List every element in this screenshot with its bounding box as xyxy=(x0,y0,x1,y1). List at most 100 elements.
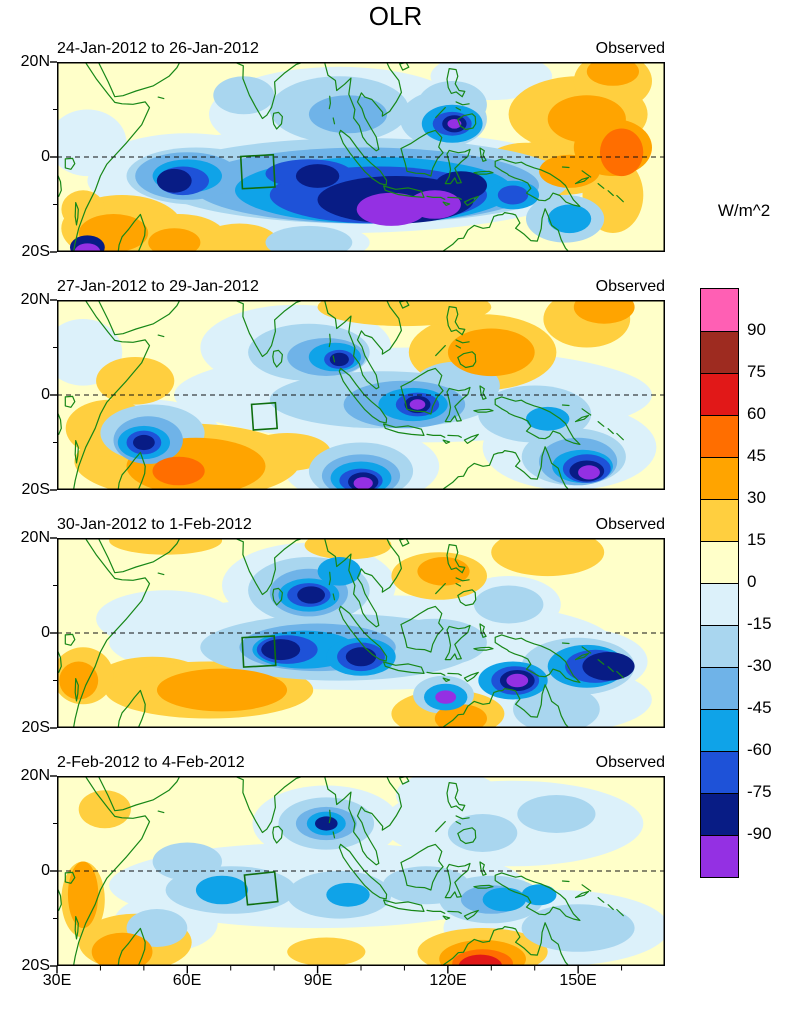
coastline xyxy=(561,166,570,169)
colorbar-swatch xyxy=(701,793,738,835)
colorbar-swatch xyxy=(701,667,738,709)
region-of-interest-box xyxy=(243,870,279,906)
coastline xyxy=(473,170,494,175)
panel-3-map xyxy=(50,537,665,729)
colorbar-swatch xyxy=(701,541,738,583)
coastline xyxy=(233,300,305,358)
coastline xyxy=(323,300,402,390)
coastline xyxy=(338,367,388,424)
panel-frame xyxy=(57,538,665,728)
coastline xyxy=(446,544,466,574)
coastline xyxy=(442,677,451,682)
coastline xyxy=(323,62,402,152)
lat-tick-label: 20N xyxy=(20,53,50,70)
coastline xyxy=(435,107,446,119)
coastline xyxy=(616,670,624,679)
panel-2-date-range: 27-Jan-2012 to 29-Jan-2012 xyxy=(57,278,259,295)
coastline xyxy=(426,195,446,200)
coastline xyxy=(444,148,471,185)
lat-tick-label: 20S xyxy=(21,243,50,260)
coastline xyxy=(441,208,570,252)
coastline xyxy=(137,451,146,490)
coastline xyxy=(494,396,581,445)
coastline xyxy=(233,538,305,596)
coastline xyxy=(607,666,614,673)
coastline xyxy=(157,334,165,338)
colorbar-swatch xyxy=(701,289,738,331)
coastline xyxy=(332,355,336,363)
coastline xyxy=(455,107,462,111)
panel-1-date-range: 24-Jan-2012 to 26-Jan-2012 xyxy=(57,40,259,57)
panel-frame xyxy=(57,62,665,252)
coastline xyxy=(441,446,570,490)
coastline xyxy=(57,887,62,911)
colorbar-swatch xyxy=(701,709,738,751)
coastline xyxy=(607,190,614,197)
panel-4-map xyxy=(50,775,665,974)
coastline xyxy=(457,589,477,607)
colorbar-tick-label: 15 xyxy=(747,530,766,549)
coastline xyxy=(64,871,76,884)
coastline xyxy=(435,821,446,833)
coastline xyxy=(479,623,487,638)
coastline xyxy=(97,300,181,336)
coastline xyxy=(463,195,479,206)
coastline xyxy=(157,810,165,814)
coastline xyxy=(447,672,462,676)
colorbar-tick-label: 30 xyxy=(747,488,766,507)
colorbar-tick-label: 0 xyxy=(747,572,757,591)
coastline xyxy=(441,684,570,728)
coastline xyxy=(442,439,451,444)
coastline xyxy=(74,440,79,464)
coastline xyxy=(455,345,462,349)
panel-4-header: 2-Feb-2012 to 4-Feb-2012 Observed xyxy=(57,750,665,772)
panel-4-date-range: 2-Feb-2012 to 4-Feb-2012 xyxy=(57,754,245,771)
coastline xyxy=(597,897,605,903)
panel-2-source-label: Observed xyxy=(595,278,665,295)
coastline xyxy=(463,433,479,444)
colorbar-tick-label: 60 xyxy=(747,404,766,423)
coastline xyxy=(597,421,605,427)
lat-tick-label: 0 xyxy=(41,148,50,165)
anomaly-field xyxy=(57,300,665,490)
region-of-interest-box xyxy=(239,153,276,190)
panel-4-source-label: Observed xyxy=(595,754,665,771)
coastline xyxy=(338,129,388,186)
colorbar xyxy=(700,288,739,878)
coastline xyxy=(479,147,487,162)
colorbar-swatch xyxy=(701,499,738,541)
coastline xyxy=(332,117,336,125)
coastline xyxy=(272,825,283,844)
coastline xyxy=(72,776,151,966)
lat-tick-label: 20S xyxy=(21,481,50,498)
coastline xyxy=(332,593,336,601)
coastline xyxy=(574,890,590,899)
colorbar-tick-label: -60 xyxy=(747,740,772,759)
coastline xyxy=(64,157,76,170)
coastline xyxy=(581,646,592,654)
colorbar-swatch xyxy=(701,373,738,415)
coastline xyxy=(117,451,141,490)
coastline xyxy=(328,333,331,348)
coastline xyxy=(157,572,165,576)
coastline xyxy=(479,861,487,876)
coastline xyxy=(607,904,614,911)
x-tick-label-150e: 150E xyxy=(559,972,597,989)
coastline xyxy=(400,129,444,177)
coastline xyxy=(597,659,605,665)
coastline xyxy=(57,649,62,673)
coastline xyxy=(323,538,402,628)
x-tick-label-90e: 90E xyxy=(303,972,333,989)
coastline xyxy=(442,201,451,206)
coastline xyxy=(328,95,331,110)
coastline xyxy=(616,432,624,441)
panel-2-map xyxy=(50,299,665,491)
coastline xyxy=(473,408,494,413)
coastline xyxy=(616,194,624,203)
coastline xyxy=(616,908,624,917)
coastline xyxy=(400,605,444,653)
coastline xyxy=(494,158,581,207)
coastline xyxy=(272,349,283,368)
coastline xyxy=(383,661,425,674)
lat-tick-label: 20N xyxy=(20,291,50,308)
